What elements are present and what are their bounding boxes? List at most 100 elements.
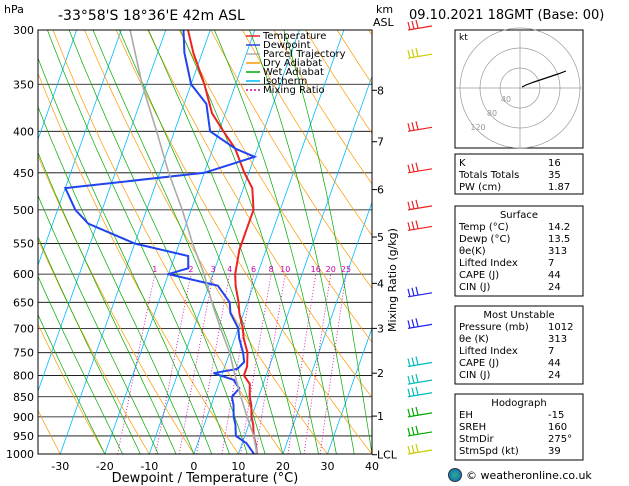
index-value: -15	[548, 410, 564, 421]
temperature-tick-label: 40	[365, 460, 379, 473]
index-label: Lifted Index	[459, 346, 518, 357]
wet-adiabat-line	[38, 194, 159, 454]
dry-adiabat-line	[273, 30, 372, 185]
legend-entry: Dry Adiabat	[263, 58, 322, 69]
pressure-tick-label: 850	[13, 391, 34, 404]
pressure-tick-label: 300	[13, 24, 34, 37]
x-axis-title: Dewpoint / Temperature (°C)	[112, 471, 299, 486]
isotherm-line	[38, 30, 78, 141]
mixing-ratio-label: 20	[326, 265, 336, 274]
index-value: 7	[548, 346, 554, 357]
pressure-tick-label: 800	[13, 369, 34, 382]
unit-asl-label: ASL	[373, 16, 395, 29]
index-label: Dewp (°C)	[459, 234, 510, 245]
mixing-ratio-line	[240, 274, 272, 454]
indices-box	[454, 305, 584, 385]
wet-adiabat-line	[38, 105, 195, 454]
wet-adiabat-line	[38, 275, 123, 454]
wind-barb	[407, 425, 433, 437]
legend-entry: Parcel Trajectory	[263, 49, 346, 60]
km-tick-label: 1	[377, 410, 384, 423]
wind-barb	[407, 199, 433, 211]
km-tick-label: LCL	[377, 449, 398, 462]
wind-barb	[407, 286, 433, 298]
plot-frame	[37, 29, 373, 455]
mixing-ratio-label: 1	[152, 265, 157, 274]
wind-barb	[407, 19, 433, 31]
isotherm-line	[327, 326, 372, 454]
km-tick-label: 4	[377, 277, 384, 290]
hodograph-ring-label: 40	[501, 95, 511, 104]
index-label: StmSpd (kt)	[459, 446, 519, 457]
credit-text: © weatheronline.co.uk	[466, 468, 592, 482]
wind-barb	[407, 220, 433, 232]
index-value: 16	[548, 158, 561, 169]
wet-adiabat-line	[68, 30, 248, 454]
mixing-ratio-axis-title: Mixing Ratio (g/kg)	[386, 228, 399, 332]
wet-adiabat-line	[38, 313, 106, 454]
wet-adiabat-line	[119, 30, 284, 454]
index-value: 313	[548, 334, 567, 345]
mixing-ratio-line	[155, 274, 192, 454]
temperature-tick-label: 30	[320, 460, 334, 473]
dry-adiabat-line	[52, 30, 284, 454]
km-tick-label: 6	[377, 184, 384, 197]
dry-adiabat-line	[178, 30, 372, 343]
wet-adiabat-line	[38, 151, 177, 454]
mixing-ratio-label: 8	[269, 265, 274, 274]
temperature-tick-label: 20	[276, 460, 290, 473]
temperature-tick-label: 10	[231, 460, 245, 473]
wind-barb	[407, 443, 433, 455]
pressure-tick-label: 900	[13, 411, 34, 424]
isotherm-line	[38, 30, 122, 267]
wet-adiabat-line	[283, 30, 372, 454]
dry-adiabat-line	[242, 30, 372, 237]
wind-barb	[407, 121, 433, 132]
mixing-ratio-line	[303, 274, 332, 454]
mixing-ratio-label: 4	[227, 265, 232, 274]
dry-adiabat-line	[210, 30, 372, 289]
index-value: 44	[548, 358, 561, 369]
temperature-tick-label: 0	[190, 460, 197, 473]
hodograph-kt-label: kt	[459, 33, 468, 43]
index-label: Totals Totals	[458, 170, 519, 181]
pressure-tick-label: 700	[13, 322, 34, 335]
index-value: 35	[548, 170, 561, 181]
location-title: -33°58'S 18°36'E 42m ASL	[58, 8, 245, 24]
indices-box	[454, 205, 584, 297]
dewpoint-line	[63, 30, 258, 454]
index-label: Lifted Index	[459, 258, 518, 269]
wind-barb	[407, 373, 433, 385]
wind-barb	[407, 318, 433, 329]
section-title: Most Unstable	[483, 310, 554, 321]
index-value: 44	[548, 270, 561, 281]
index-label: K	[459, 158, 466, 169]
pressure-tick-label: 750	[13, 347, 34, 360]
km-tick-label: 8	[377, 84, 384, 97]
index-label: CIN (J)	[459, 282, 490, 293]
wet-adiabat-line	[148, 30, 302, 454]
dry-adiabat-line	[115, 30, 372, 454]
isotherm-line	[59, 30, 211, 454]
mixing-ratio-line	[178, 274, 214, 454]
isotherm-line	[104, 30, 256, 454]
index-label: θe (K)	[459, 334, 489, 345]
legend-entry: Dewpoint	[263, 40, 311, 51]
index-value: 160	[548, 422, 567, 433]
indices-box	[454, 153, 584, 195]
index-value: 275°	[548, 434, 572, 445]
unit-km-label: km	[376, 3, 393, 16]
mixing-ratio-line	[196, 274, 230, 454]
index-value: 13.5	[548, 234, 570, 245]
mixing-ratio-label: 3	[211, 265, 216, 274]
index-label: StmDir	[459, 434, 494, 445]
pressure-tick-label: 1000	[6, 448, 34, 461]
indices-box	[454, 393, 584, 461]
parcel-trajectory-line	[129, 30, 258, 454]
mixing-ratio-label: 16	[311, 265, 321, 274]
wind-barb	[407, 48, 433, 59]
section-title: Surface	[500, 210, 538, 221]
mixing-ratio-line	[319, 274, 347, 454]
km-tick-label: 5	[377, 231, 384, 244]
